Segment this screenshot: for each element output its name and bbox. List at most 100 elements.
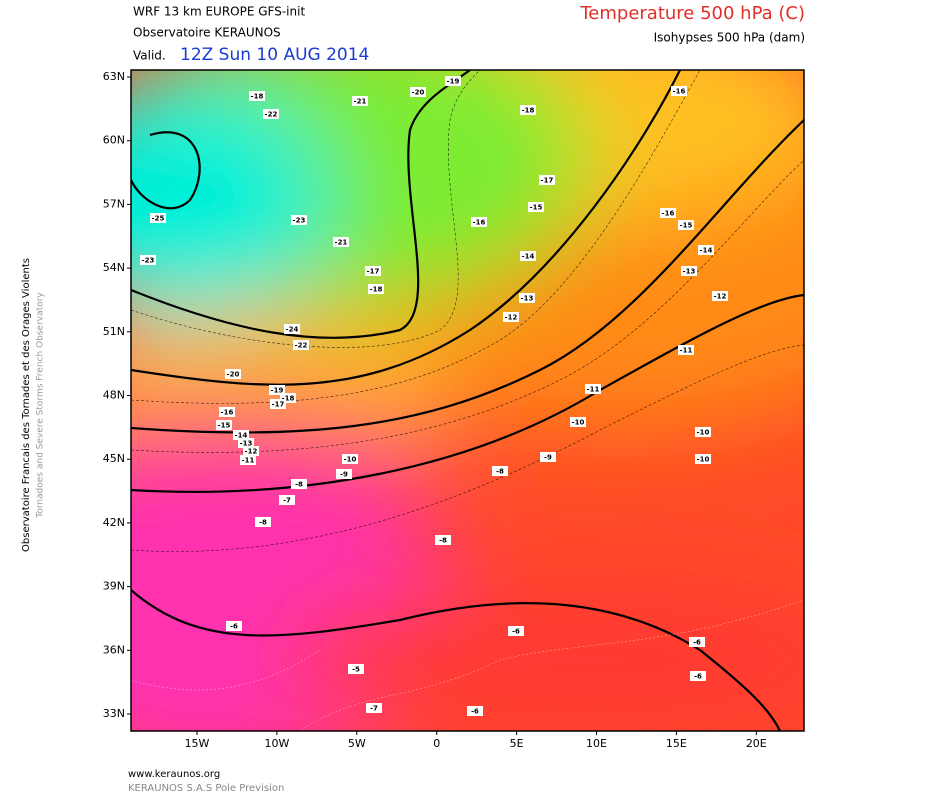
label-background	[336, 469, 352, 479]
temperature-label: -10	[697, 456, 710, 464]
temperature-label: -11	[587, 386, 600, 394]
temperature-label-box: -16	[671, 86, 687, 96]
label-background	[255, 517, 271, 527]
lat-label: 51N	[103, 325, 125, 338]
temperature-label-box: -17	[365, 266, 381, 276]
temperature-label-box: -8	[435, 535, 451, 545]
temperature-label-box: -10	[342, 454, 358, 464]
label-background	[291, 479, 307, 489]
lon-label: 5E	[510, 737, 524, 750]
temperature-label: -21	[354, 98, 367, 106]
temperature-label: -7	[283, 497, 291, 505]
temperature-label-box: -18	[280, 393, 296, 403]
temperature-label: -10	[697, 429, 710, 437]
lat-label: 39N	[103, 580, 125, 593]
label-background	[695, 454, 711, 464]
temperature-label-box: -22	[263, 109, 279, 119]
label-background	[140, 255, 156, 265]
temperature-label: -6	[230, 623, 238, 631]
temperature-label-box: -6	[689, 637, 705, 647]
label-background	[348, 664, 364, 674]
temperature-label: -11	[242, 457, 255, 465]
temperature-label: -22	[295, 342, 308, 350]
temperature-label: -8	[496, 468, 504, 476]
temperature-label-box: -16	[471, 217, 487, 227]
temperature-label: -17	[272, 401, 285, 409]
temperature-label: -10	[344, 456, 357, 464]
label-background	[520, 251, 536, 261]
temperature-label-box: -8	[255, 517, 271, 527]
label-background	[712, 291, 728, 301]
temperature-label-box: -15	[678, 220, 694, 230]
footer-url: www.keraunos.org	[128, 769, 220, 780]
temperature-label-box: -14	[520, 251, 536, 261]
lat-label: 42N	[103, 516, 125, 529]
lat-label: 57N	[103, 197, 125, 210]
temperature-label: -19	[271, 387, 284, 395]
lat-label: 36N	[103, 643, 125, 656]
temperature-label-box: -9	[336, 469, 352, 479]
label-background	[352, 96, 368, 106]
map-frame	[130, 69, 805, 732]
temperature-label-box: -11	[240, 455, 256, 465]
temperature-label: -16	[473, 219, 486, 227]
temperature-label-box: -12	[503, 312, 519, 322]
temperature-label-box: -10	[570, 417, 586, 427]
temperature-label: -6	[693, 639, 701, 647]
label-background	[695, 427, 711, 437]
label-background	[528, 202, 544, 212]
temperature-label-box: -12	[712, 291, 728, 301]
temperature-label: -6	[512, 628, 520, 636]
temperature-field	[131, 70, 804, 731]
temperature-label: -22	[265, 111, 278, 119]
temperature-label-box: -21	[352, 96, 368, 106]
label-background	[219, 407, 235, 417]
lon-label: 10E	[586, 737, 607, 750]
label-background	[508, 626, 524, 636]
temperature-label-box: -6	[226, 621, 242, 631]
temperature-label-box: -18	[368, 284, 384, 294]
temperature-label: -9	[340, 471, 348, 479]
label-background	[520, 105, 536, 115]
temperature-label-box: -12	[243, 446, 259, 456]
label-background	[150, 213, 166, 223]
temperature-label: -12	[245, 448, 258, 456]
temperature-label-box: -19	[445, 76, 461, 86]
label-background	[365, 266, 381, 276]
temperature-label: -8	[439, 537, 447, 545]
lat-label: 60N	[103, 134, 125, 147]
temperature-label-box: -16	[219, 407, 235, 417]
temperature-label-box: -6	[467, 706, 483, 716]
label-background	[690, 671, 706, 681]
label-background	[681, 266, 697, 276]
model-label: WRF 13 km EUROPE GFS-init	[133, 5, 305, 19]
lon-label: 15W	[185, 737, 210, 750]
side-label: Observatoire Francais des Tornades et de…	[21, 258, 32, 552]
label-background	[539, 175, 555, 185]
temperature-label: -24	[286, 326, 299, 334]
temperature-label-box: -19	[269, 385, 285, 395]
temperature-label: -12	[505, 314, 518, 322]
temperature-label: -19	[447, 78, 460, 86]
temperature-label-box: -10	[695, 454, 711, 464]
temperature-label: -17	[367, 268, 380, 276]
temperature-label-box: -6	[508, 626, 524, 636]
temperature-label: -15	[218, 422, 231, 430]
temperature-label-box: -10	[695, 427, 711, 437]
label-background	[435, 535, 451, 545]
temperature-label: -18	[522, 107, 535, 115]
lat-label: 33N	[103, 707, 125, 720]
label-background	[280, 393, 296, 403]
temperature-label: -6	[694, 673, 702, 681]
temperature-label-box: -25	[150, 213, 166, 223]
label-background	[410, 87, 426, 97]
label-background	[284, 324, 300, 334]
observatory-label: Observatoire KERAUNOS	[133, 26, 281, 40]
temperature-label: -14	[235, 432, 248, 440]
valid-label: Valid.	[133, 49, 166, 63]
lon-label: 5W	[348, 737, 366, 750]
temperature-label: -9	[544, 454, 552, 462]
label-background	[342, 454, 358, 464]
